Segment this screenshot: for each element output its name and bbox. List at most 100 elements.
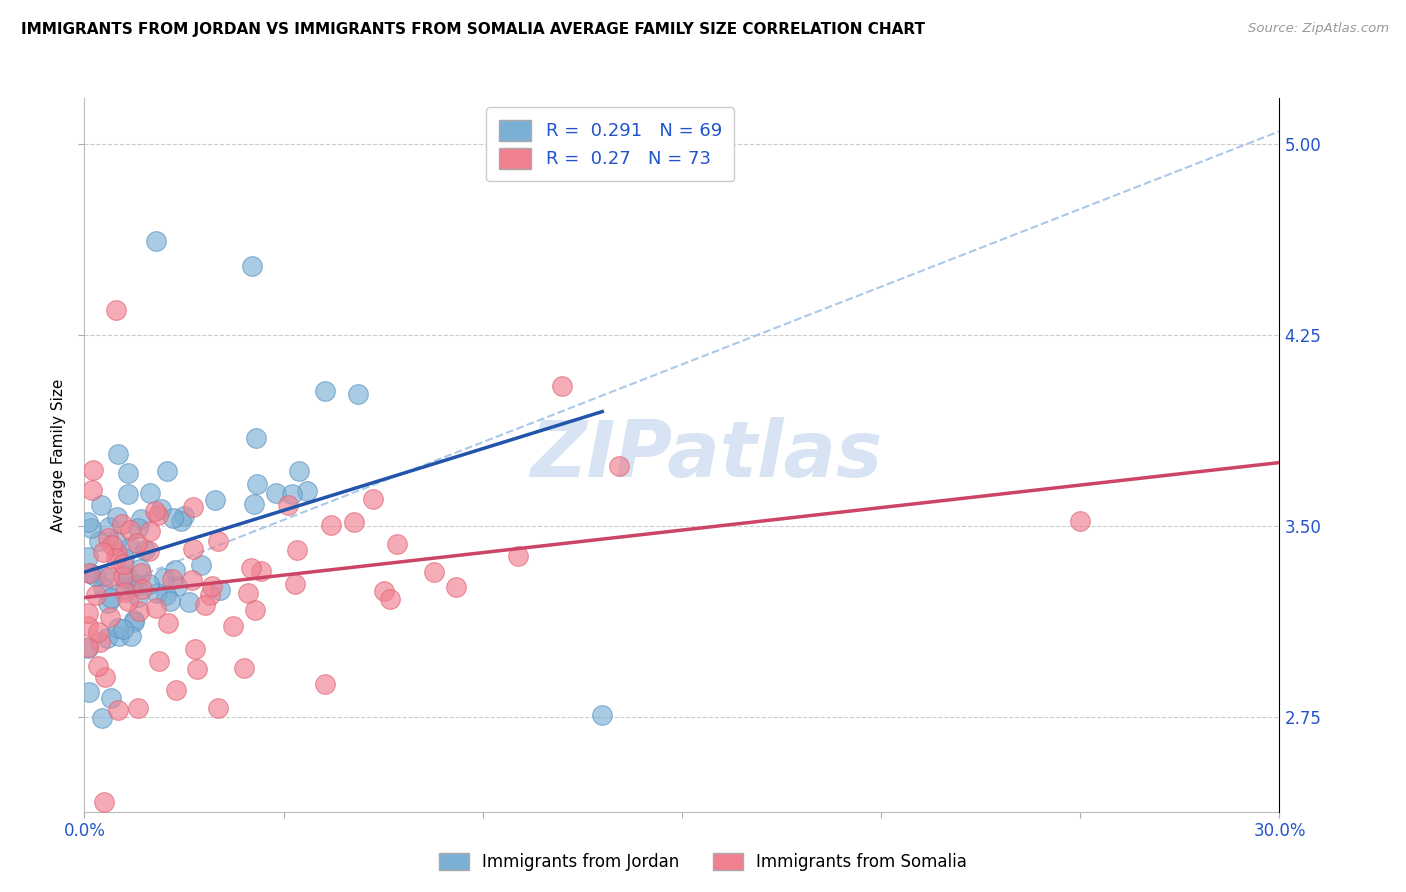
Point — [77, 685, 100, 699]
Point — [139, 524, 162, 538]
Point — [105, 510, 128, 524]
Point — [127, 578, 149, 592]
Point — [246, 476, 269, 491]
Point — [198, 588, 221, 602]
Point — [146, 508, 169, 522]
Point — [179, 595, 201, 609]
Point — [80, 483, 103, 498]
Point — [551, 379, 574, 393]
Point — [245, 431, 267, 445]
Point — [117, 571, 139, 585]
Point — [181, 573, 204, 587]
Point — [107, 629, 129, 643]
Point — [155, 588, 177, 602]
Point — [166, 579, 188, 593]
Point — [162, 510, 184, 524]
Point — [100, 691, 122, 706]
Point — [101, 538, 124, 552]
Point — [131, 512, 153, 526]
Point — [114, 584, 136, 599]
Point — [98, 610, 121, 624]
Point — [181, 542, 204, 557]
Point — [125, 536, 148, 550]
Point — [314, 677, 336, 691]
Point — [96, 596, 118, 610]
Point — [77, 516, 100, 530]
Point — [385, 537, 408, 551]
Point — [107, 447, 129, 461]
Point — [112, 569, 135, 583]
Point — [77, 640, 100, 654]
Point — [105, 550, 128, 565]
Point — [122, 615, 145, 629]
Point — [181, 500, 204, 515]
Point — [86, 625, 108, 640]
Point — [222, 619, 245, 633]
Point — [111, 568, 134, 582]
Point — [236, 585, 259, 599]
Point — [319, 518, 342, 533]
Point — [97, 531, 120, 545]
Point — [90, 711, 112, 725]
Point — [170, 514, 193, 528]
Point — [266, 485, 288, 500]
Point — [111, 622, 134, 636]
Point — [184, 641, 207, 656]
Legend: Immigrants from Jordan, Immigrants from Somalia: Immigrants from Jordan, Immigrants from … — [430, 845, 976, 880]
Point — [77, 566, 100, 580]
Point — [84, 588, 107, 602]
Point — [609, 458, 631, 473]
Point — [118, 524, 141, 538]
Point — [97, 519, 120, 533]
Point — [361, 491, 384, 506]
Point — [107, 546, 129, 560]
Point — [249, 564, 271, 578]
Point — [240, 561, 263, 575]
Point — [243, 497, 266, 511]
Point — [91, 580, 114, 594]
Point — [138, 544, 160, 558]
Point — [111, 516, 134, 531]
Point — [128, 604, 150, 618]
Point — [201, 579, 224, 593]
Point — [190, 558, 212, 572]
Point — [139, 486, 162, 500]
Point — [245, 603, 267, 617]
Point — [111, 557, 134, 571]
Point — [138, 577, 160, 591]
Point — [314, 384, 336, 398]
Point — [77, 640, 100, 655]
Point — [117, 594, 139, 608]
Point — [98, 570, 121, 584]
Point — [117, 466, 139, 480]
Point — [112, 550, 135, 565]
Point — [207, 701, 229, 715]
Point — [82, 463, 104, 477]
Point — [128, 562, 150, 576]
Y-axis label: Average Family Size: Average Family Size — [51, 378, 66, 532]
Point — [89, 634, 111, 648]
Point — [120, 628, 142, 642]
Point — [129, 566, 152, 580]
Point — [297, 483, 319, 498]
Point — [107, 621, 129, 635]
Point — [173, 508, 195, 523]
Point — [77, 549, 100, 564]
Point — [87, 533, 110, 548]
Point — [118, 540, 141, 554]
Point — [373, 583, 395, 598]
Point — [1069, 514, 1091, 528]
Point — [156, 616, 179, 631]
Point — [378, 592, 401, 607]
Legend: R =  0.291   N = 69, R =  0.27   N = 73: R = 0.291 N = 69, R = 0.27 N = 73 — [486, 107, 734, 181]
Point — [150, 502, 173, 516]
Point — [165, 563, 187, 577]
Point — [79, 566, 101, 580]
Point — [134, 542, 156, 557]
Point — [93, 544, 115, 558]
Point — [121, 579, 143, 593]
Point — [117, 487, 139, 501]
Point — [207, 533, 229, 548]
Point — [186, 662, 208, 676]
Point — [277, 498, 299, 512]
